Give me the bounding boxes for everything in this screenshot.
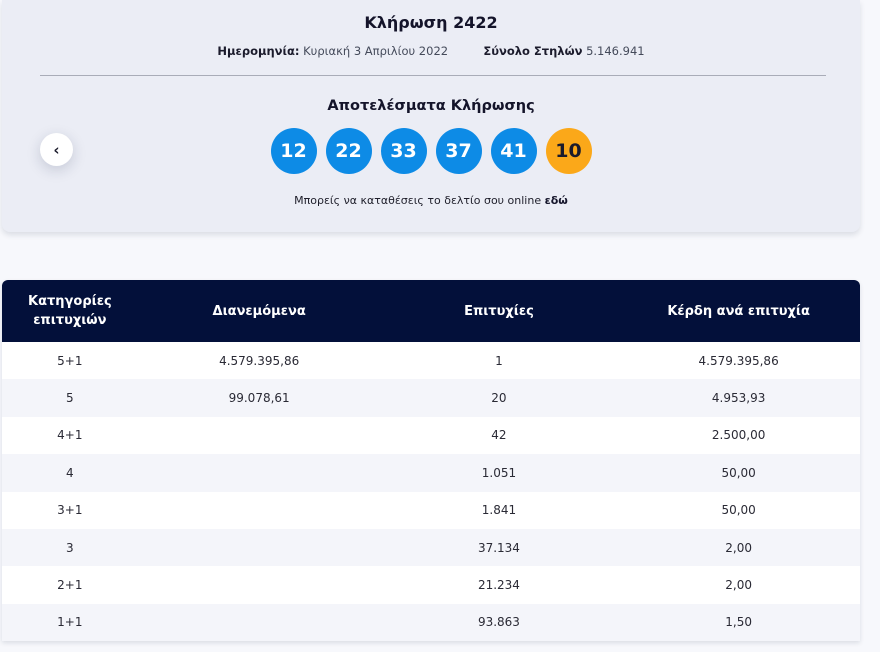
category-cell: 3+1 [57,503,83,518]
number-ball: 22 [325,128,372,174]
winners-cell: 37.134 [477,540,520,555]
online-text: Μπορείς να καταθέσεις το δελτίο σου onli… [294,194,542,207]
winners-cell: 21.234 [477,578,520,593]
distributed-cell: 99.078,61 [228,391,290,406]
category-cell: 2+1 [57,578,83,593]
online-submit-text: Μπορείς να καταθέσεις το δελτίο σου onli… [2,194,860,207]
draw-meta: Ημερομηνία: Κυριακή 3 Απριλίου 2022 Σύνο… [2,44,860,58]
table-header-row: Κατηγορίες επιτυχιών Διανεμόμενα Επιτυχί… [2,280,860,342]
category-cell: 1+1 [57,615,83,630]
distributed-cell [138,529,381,566]
prize-cell: 4.953,93 [711,391,766,406]
date-value: Κυριακή 3 Απριλίου 2022 [303,44,449,58]
table-row: 4+1 42 2.500,00 [2,416,860,455]
winners-cell: 1 [495,353,503,368]
table-row: 5+1 4.579.395,86 1 4.579.395,86 [2,342,860,380]
category-cell: 5 [66,391,74,406]
winners-cell: 93.863 [477,615,520,630]
category-cell: 3 [66,540,74,555]
category-cell: 5+1 [57,353,83,368]
distributed-cell [138,454,381,491]
chevron-left-icon: ‹ [53,140,60,159]
winning-numbers: 12 22 33 37 41 10 [2,128,860,174]
header-winners: Επιτυχίες [464,303,534,319]
winners-cell: 1.841 [481,503,517,518]
number-ball: 41 [490,128,537,174]
prize-cell: 1,50 [725,615,752,630]
header-prize-per-winner: Κέρδη ανά επιτυχία [667,303,810,319]
category-cell: 4 [66,465,74,480]
total-label: Σύνολο Στηλών [483,44,583,58]
prize-cell: 2.500,00 [711,428,766,443]
prize-cell: 2,00 [725,578,752,593]
distributed-cell [138,566,381,603]
online-link[interactable]: εδώ [544,194,568,207]
distributed-cell [138,492,381,529]
header-categories: Κατηγορίες επιτυχιών [28,294,112,328]
prize-table: Κατηγορίες επιτυχιών Διανεμόμενα Επιτυχί… [2,280,860,642]
table-row: 2+1 21.234 2,00 [2,566,860,604]
winners-cell: 42 [491,428,507,443]
category-cell: 4+1 [57,428,83,443]
distributed-cell: 4.579.395,86 [219,353,300,368]
distributed-cell [138,417,381,454]
table-row: 3+1 1.841 50,00 [2,491,860,529]
prize-cell: 50,00 [721,503,756,518]
draw-card: Κλήρωση 2422 Ημερομηνία: Κυριακή 3 Απριλ… [2,0,860,232]
distributed-cell [138,604,381,641]
header-distributed: Διανεμόμενα [212,303,306,319]
prize-cell: 4.579.395,86 [698,353,779,368]
table-row: 1+1 93.863 1,50 [2,603,860,642]
number-ball: 33 [380,128,427,174]
number-ball: 37 [435,128,482,174]
divider [40,75,826,76]
draw-title: Κλήρωση 2422 [364,13,498,32]
number-ball: 12 [270,128,317,174]
date-label: Ημερομηνία: [217,44,300,58]
prize-cell: 2,00 [725,540,752,555]
table-row: 4 1.051 50,00 [2,454,860,492]
bonus-ball: 10 [545,128,592,174]
winners-cell: 20 [491,391,507,406]
table-row: 3 37.134 2,00 [2,528,860,567]
table-row: 5 99.078,61 20 4.953,93 [2,379,860,417]
prize-cell: 50,00 [721,465,756,480]
previous-draw-button[interactable]: ‹ [40,133,73,166]
total-value: 5.146.941 [586,44,645,58]
results-title: Αποτελέσματα Κλήρωσης [327,98,535,114]
winners-cell: 1.051 [481,465,517,480]
